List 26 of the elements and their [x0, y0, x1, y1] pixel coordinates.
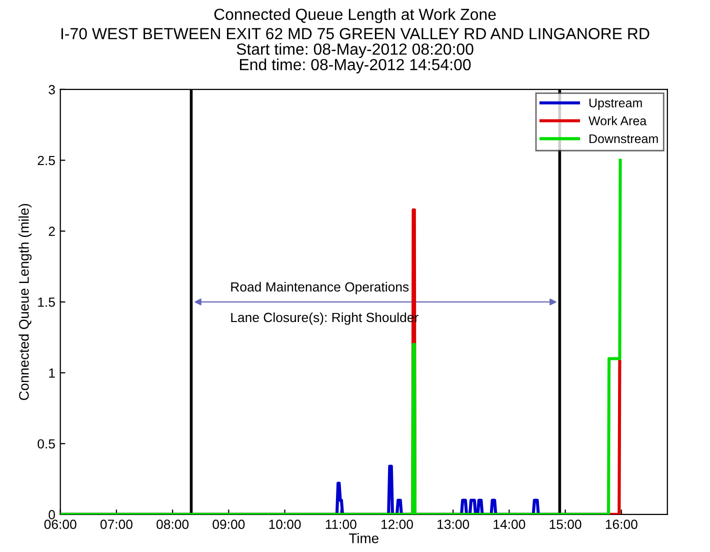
x-tick-label: 06:00 [44, 520, 76, 530]
y-tick-label: 0.5 [38, 439, 55, 449]
x-tick-label: 10:00 [269, 520, 301, 530]
x-tick-label: 07:00 [100, 520, 132, 530]
y-tick-label: 0 [48, 510, 55, 520]
x-tick-label: 14:00 [494, 520, 526, 530]
y-tick-label: 1.5 [38, 298, 55, 307]
x-tick-label: 12:00 [381, 520, 413, 530]
x-tick-label: 13:00 [438, 520, 470, 530]
y-tick-label: 3 [48, 84, 55, 94]
legend-label: Upstream [589, 98, 642, 110]
x-axis-title: Time [349, 533, 378, 544]
annotation: Road Maintenance Operations [231, 282, 409, 294]
x-tick-label: 08:00 [156, 520, 189, 530]
x-tick-label: 16:00 [606, 520, 638, 530]
y-tick-label: 2 [48, 226, 55, 236]
legend-label: Work Area [588, 116, 647, 126]
chart-subtitle: I-70 WEST BETWEEN EXIT 62 MD 75 GREEN VALLEY RD AND LINGANORE RD Start time: 08-May-2012 08:20:00 End time: 08-May-2012 14:54:00 [61, 28, 650, 74]
x-tick-label: 09:00 [212, 520, 245, 530]
y-axis-title: Connected Queue Length (mile) [18, 204, 32, 400]
chart-title: Connected Queue Length at Work Zone [214, 8, 496, 24]
legend-label: Downstream [590, 134, 658, 144]
y-tick-label: 1 [49, 368, 55, 378]
y-tick-label: 2.5 [38, 156, 55, 166]
x-tick-label: 15:00 [550, 520, 582, 530]
x-tick-label: 11:00 [326, 520, 356, 530]
